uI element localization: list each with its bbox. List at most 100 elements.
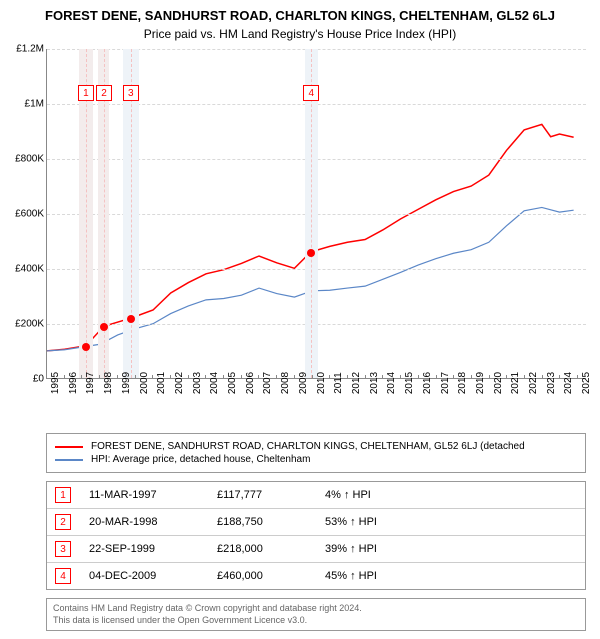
- x-tick-label: 2000: [139, 372, 150, 394]
- sale-point: [307, 249, 315, 257]
- sale-price: £218,000: [217, 543, 307, 555]
- x-tick: [152, 375, 153, 379]
- legend-label: FOREST DENE, SANDHURST ROAD, CHARLTON KI…: [91, 441, 525, 452]
- x-tick: [365, 375, 366, 379]
- x-tick-label: 2016: [422, 372, 433, 394]
- sale-diff: 39% ↑ HPI: [325, 543, 577, 555]
- x-tick: [258, 375, 259, 379]
- x-tick: [418, 375, 419, 379]
- sale-number-box: 1: [55, 487, 71, 503]
- sale-row: 111-MAR-1997£117,7774% ↑ HPI: [47, 482, 585, 508]
- x-tick: [276, 375, 277, 379]
- footer-attribution: Contains HM Land Registry data © Crown c…: [46, 598, 586, 631]
- sale-date: 04-DEC-2009: [89, 570, 199, 582]
- x-tick-label: 1997: [85, 372, 96, 394]
- y-tick-label: £800K: [15, 154, 44, 165]
- sale-point: [127, 315, 135, 323]
- x-tick-label: 2009: [298, 372, 309, 394]
- sale-diff: 4% ↑ HPI: [325, 489, 577, 501]
- sale-price: £117,777: [217, 489, 307, 501]
- x-tick-label: 2004: [209, 372, 220, 394]
- sales-table: 111-MAR-1997£117,7774% ↑ HPI220-MAR-1998…: [46, 481, 586, 590]
- sale-marker: 2: [96, 85, 112, 101]
- sale-marker: 4: [303, 85, 319, 101]
- x-tick-label: 2020: [493, 372, 504, 394]
- y-axis-labels: £0£200K£400K£600K£800K£1M£1.2M: [8, 49, 46, 379]
- x-tick: [453, 375, 454, 379]
- x-tick-label: 2011: [333, 372, 344, 394]
- plot-region: 123 4: [46, 49, 586, 379]
- sale-point: [100, 323, 108, 331]
- x-tick-label: 1999: [121, 372, 132, 394]
- x-tick: [46, 375, 47, 379]
- legend-box: FOREST DENE, SANDHURST ROAD, CHARLTON KI…: [46, 433, 586, 473]
- x-tick-label: 2017: [440, 372, 451, 394]
- x-tick-label: 2019: [475, 372, 486, 394]
- x-tick: [241, 375, 242, 379]
- sale-date: 22-SEP-1999: [89, 543, 199, 555]
- x-tick-label: 1995: [50, 372, 61, 394]
- x-tick-label: 2022: [528, 372, 539, 394]
- x-axis-labels: 1995199619971998199920002001200220032004…: [46, 379, 586, 427]
- x-tick-label: 2002: [174, 372, 185, 394]
- x-tick: [542, 375, 543, 379]
- sale-number-box: 3: [55, 541, 71, 557]
- x-tick: [559, 375, 560, 379]
- x-tick-label: 2014: [386, 372, 397, 394]
- sale-row: 3 22-SEP-1999 £218,000 39% ↑ HPI: [47, 535, 585, 562]
- y-tick-label: £1M: [25, 99, 44, 110]
- legend-swatch: [55, 459, 83, 461]
- x-tick: [99, 375, 100, 379]
- sale-row: 220-MAR-1998£188,75053% ↑ HPI: [47, 508, 585, 535]
- legend-label: HPI: Average price, detached house, Chel…: [91, 454, 310, 465]
- sale-price: £188,750: [217, 516, 307, 528]
- sale-number-box: 4: [55, 568, 71, 584]
- x-tick-label: 2005: [227, 372, 238, 394]
- x-tick: [117, 375, 118, 379]
- x-tick-label: 2024: [563, 372, 574, 394]
- x-tick: [436, 375, 437, 379]
- x-tick: [347, 375, 348, 379]
- x-tick: [577, 375, 578, 379]
- chart-title: FOREST DENE, SANDHURST ROAD, CHARLTON KI…: [8, 8, 592, 23]
- y-tick-label: £1.2M: [16, 44, 44, 55]
- legend-row: FOREST DENE, SANDHURST ROAD, CHARLTON KI…: [55, 441, 577, 452]
- x-tick: [489, 375, 490, 379]
- sale-diff: 53% ↑ HPI: [325, 516, 577, 528]
- x-tick: [329, 375, 330, 379]
- legend-swatch: [55, 446, 83, 448]
- x-tick: [524, 375, 525, 379]
- chart-subtitle: Price paid vs. HM Land Registry's House …: [8, 27, 592, 41]
- sale-date: 20-MAR-1998: [89, 516, 199, 528]
- x-tick-label: 2025: [581, 372, 592, 394]
- sale-marker: 1: [78, 85, 94, 101]
- x-tick-label: 2008: [280, 372, 291, 394]
- x-tick-label: 2007: [262, 372, 273, 394]
- chart-area: £0£200K£400K£600K£800K£1M£1.2M 1234: [8, 49, 592, 379]
- x-tick-label: 2003: [192, 372, 203, 394]
- x-tick-label: 2013: [369, 372, 380, 394]
- sale-point: [82, 343, 90, 351]
- x-tick-label: 1996: [68, 372, 79, 394]
- x-tick-label: 2006: [245, 372, 256, 394]
- x-tick: [64, 375, 65, 379]
- x-tick: [188, 375, 189, 379]
- x-tick: [294, 375, 295, 379]
- x-tick: [506, 375, 507, 379]
- x-tick: [170, 375, 171, 379]
- x-tick-label: 2001: [156, 372, 167, 394]
- y-tick-label: £0: [33, 374, 44, 385]
- x-tick: [400, 375, 401, 379]
- sale-row: 404-DEC-2009£460,00045% ↑ HPI: [47, 562, 585, 589]
- x-tick-label: 2015: [404, 372, 415, 394]
- sale-price: £460,000: [217, 570, 307, 582]
- sale-marker: 3: [123, 85, 139, 101]
- x-tick-label: 2021: [510, 372, 521, 394]
- x-tick-label: 2023: [546, 372, 557, 394]
- x-tick-label: 1998: [103, 372, 114, 394]
- footer-line: Contains HM Land Registry data © Crown c…: [53, 603, 579, 615]
- x-tick: [81, 375, 82, 379]
- footer-line: This data is licensed under the Open Gov…: [53, 615, 579, 627]
- y-tick-label: £200K: [15, 319, 44, 330]
- x-tick: [471, 375, 472, 379]
